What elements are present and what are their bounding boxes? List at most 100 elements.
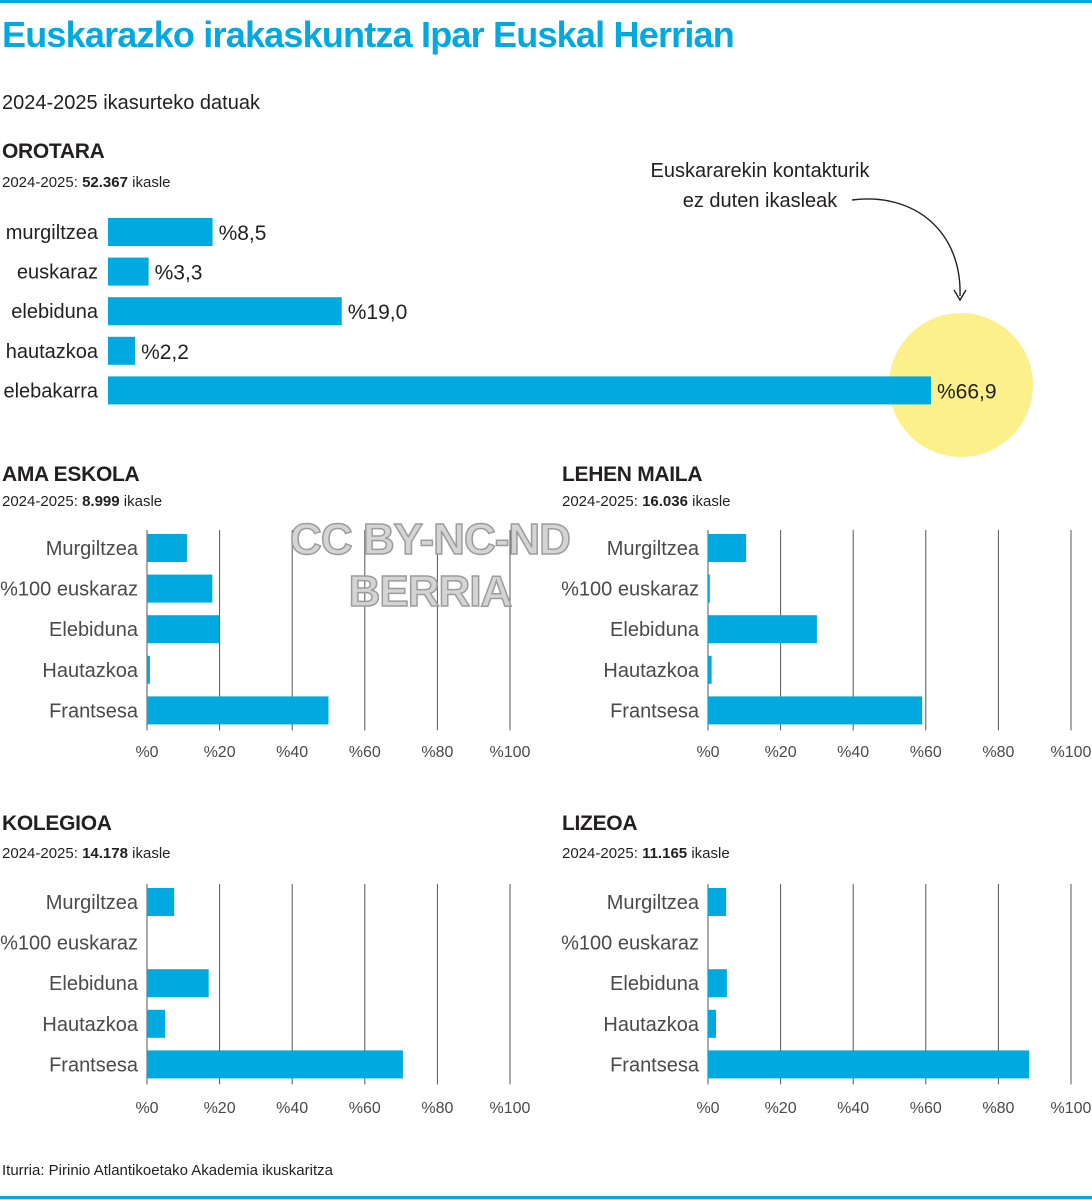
annotation-line-1: Euskararekin kontakturik [650,160,870,182]
bar-lehen_maila-4 [708,696,923,725]
year-label: 2024-2025: [562,845,638,862]
data-label: %3,3 [155,262,203,285]
student-count: 52.367 [82,174,128,191]
student-count: 14.178 [82,845,128,862]
tick-label: %0 [696,744,719,761]
section-meta-lehen-maila: 2024-2025: 16.036 ikasle [562,493,731,510]
unit-label: ikasle [692,493,731,510]
bar-orotara-2 [108,297,342,326]
category-label: %100 euskaraz [0,579,138,601]
section-meta-kolegioa: 2024-2025: 14.178 ikasle [2,845,171,862]
category-label: Hautazkoa [603,1014,699,1036]
bar-kolegioa-4 [147,1050,403,1079]
bar-kolegioa-2 [147,969,209,998]
category-label: hautazkoa [6,341,99,363]
page-title: Euskarazko irakaskuntza Ipar Euskal Herr… [2,14,735,55]
unit-label: ikasle [691,845,730,862]
tick-label: %80 [982,744,1014,761]
bar-lehen_maila-1 [708,574,710,603]
tick-label: %20 [765,744,797,761]
annotation-line-2: ez duten ikasleak [682,190,838,212]
category-label: %100 euskaraz [0,933,138,955]
student-count: 11.165 [642,845,688,862]
student-count: 8.999 [82,493,120,510]
category-label: Murgiltzea [46,892,139,914]
bar-lizeoa-2 [708,969,727,998]
chart-ama_eskola: Murgiltzea %100 euskaraz Elebiduna Hautazko… [0,530,531,761]
category-label: Elebiduna [49,973,139,995]
category-label: %100 euskaraz [561,933,699,955]
bar-ama_eskola-1 [147,574,213,603]
tick-label: %0 [135,1100,158,1117]
category-label: Frantsesa [49,700,139,722]
data-label: %8,5 [219,222,267,245]
watermark-line-1: CC BY-NC-ND [289,514,571,565]
data-label: %2,2 [141,341,189,364]
category-label: Frantsesa [49,1054,139,1076]
section-title-lizeoa: LIZEOA [562,812,638,835]
small-charts: Murgiltzea %100 euskaraz Elebiduna Hautazko… [0,530,1092,1117]
bar-ama_eskola-0 [147,534,187,562]
tick-label: %60 [910,744,942,761]
chart-lizeoa: Murgiltzea %100 euskaraz Elebiduna Hautazko… [561,884,1092,1117]
category-label: %100 euskaraz [561,579,699,601]
source-note: Iturria: Pirinio Atlantikoetako Akademia… [2,1162,333,1179]
section-meta-orotara: 2024-2025: 52.367 ikasle [2,174,171,191]
category-label: elebiduna [11,301,99,323]
tick-label: %60 [349,744,381,761]
category-label: elebakarra [3,380,98,402]
bar-orotara-4 [108,376,931,405]
category-label: Murgiltzea [46,538,139,560]
page-subtitle: 2024-2025 ikasurteko datuak [2,92,260,114]
category-label: Elebiduna [49,619,139,641]
unit-label: ikasle [123,493,163,510]
tick-label: %40 [837,744,869,761]
student-count: 16.036 [642,493,688,510]
section-title-ama-eskola: AMA ESKOLA [2,463,140,486]
highlight-circle [889,313,1033,457]
chart-orotara: murgiltzea %8,5 euskaraz %3,3 elebiduna %19,0… [3,218,997,405]
tick-label: %80 [982,1100,1014,1117]
bottom-rule [0,1196,1092,1199]
tick-label: %40 [276,744,308,761]
data-label: %66,9 [937,380,997,403]
tick-label: %100 [490,1100,531,1117]
category-label: murgiltzea [6,222,99,244]
bar-ama_eskola-3 [147,655,150,684]
license-watermark: CC BY-NC-ND BERRIA [280,514,580,618]
tick-label: %100 [1051,1100,1092,1117]
bar-lehen_maila-3 [708,655,712,684]
bar-orotara-3 [108,336,136,365]
section-meta-ama-eskola: 2024-2025: 8.999 ikasle [2,493,162,510]
section-title-orotara: OROTARA [2,140,105,163]
bar-ama_eskola-2 [147,615,220,644]
section-title-kolegioa: KOLEGIOA [2,812,112,835]
data-label: %19,0 [348,301,408,324]
year-label: 2024-2025: [2,174,78,191]
tick-label: %0 [696,1100,719,1117]
unit-label: ikasle [132,845,171,862]
bar-kolegioa-0 [147,888,175,916]
category-label: Hautazkoa [603,660,699,682]
tick-label: %0 [135,744,158,761]
category-label: Frantsesa [610,700,700,722]
watermark-line-2: BERRIA [348,566,513,617]
tick-label: %40 [837,1100,869,1117]
bar-kolegioa-3 [147,1009,166,1038]
category-label: Hautazkoa [42,1014,138,1036]
bar-orotara-1 [108,257,149,286]
chart-lehen_maila: Murgiltzea %100 euskaraz Elebiduna Hautazko… [561,530,1092,761]
bar-lizeoa-3 [708,1009,716,1038]
section-meta-lizeoa: 2024-2025: 11.165 ikasle [562,845,730,862]
tick-label: %80 [421,1100,453,1117]
tick-label: %40 [276,1100,308,1117]
annotation-arrowhead [953,289,967,302]
category-label: Frantsesa [610,1054,700,1076]
bar-lizeoa-0 [708,888,727,916]
bar-ama_eskola-4 [147,696,329,725]
annotation-arrow [851,198,961,297]
tick-label: %20 [204,1100,236,1117]
category-label: euskaraz [17,262,98,284]
tick-label: %20 [765,1100,797,1117]
bar-lizeoa-4 [708,1050,1030,1079]
